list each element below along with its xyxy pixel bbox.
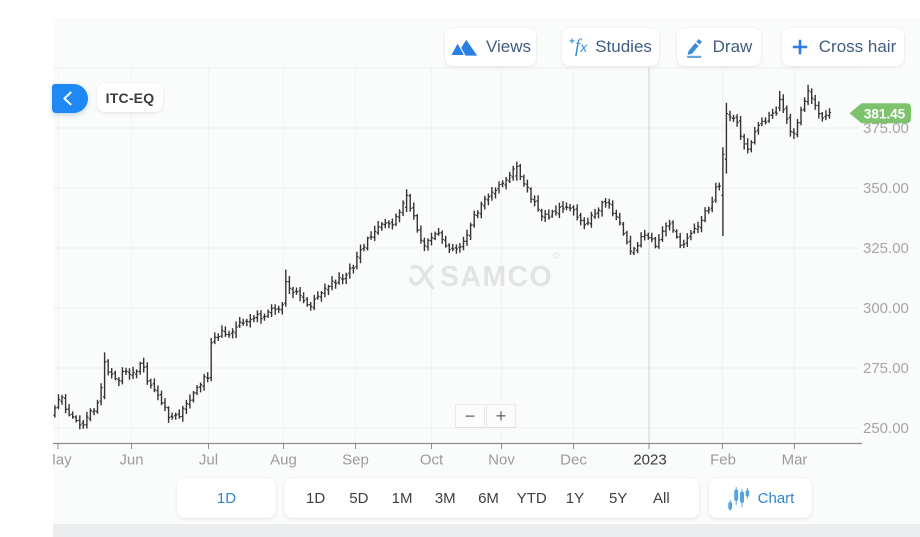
svg-text:Oct: Oct (420, 452, 444, 469)
svg-text:SAMCO: SAMCO (440, 261, 553, 293)
svg-text:325.00: 325.00 (863, 240, 909, 257)
svg-text:350.00: 350.00 (863, 180, 909, 197)
svg-text:381.45: 381.45 (864, 106, 906, 121)
svg-text:Jul: Jul (199, 452, 218, 469)
svg-text:Feb: Feb (710, 452, 736, 469)
svg-text:375.00: 375.00 (863, 120, 909, 137)
svg-text:Dec: Dec (560, 452, 587, 469)
svg-text:Nov: Nov (488, 452, 515, 469)
svg-text:Mar: Mar (782, 452, 808, 469)
svg-text:Aug: Aug (270, 452, 297, 469)
svg-text:250.00: 250.00 (863, 420, 909, 437)
svg-text:300.00: 300.00 (863, 300, 909, 317)
svg-text:Jun: Jun (119, 452, 143, 469)
svg-text:Sep: Sep (342, 452, 369, 469)
svg-text:275.00: 275.00 (863, 360, 909, 377)
svg-text:2023: 2023 (633, 452, 666, 469)
